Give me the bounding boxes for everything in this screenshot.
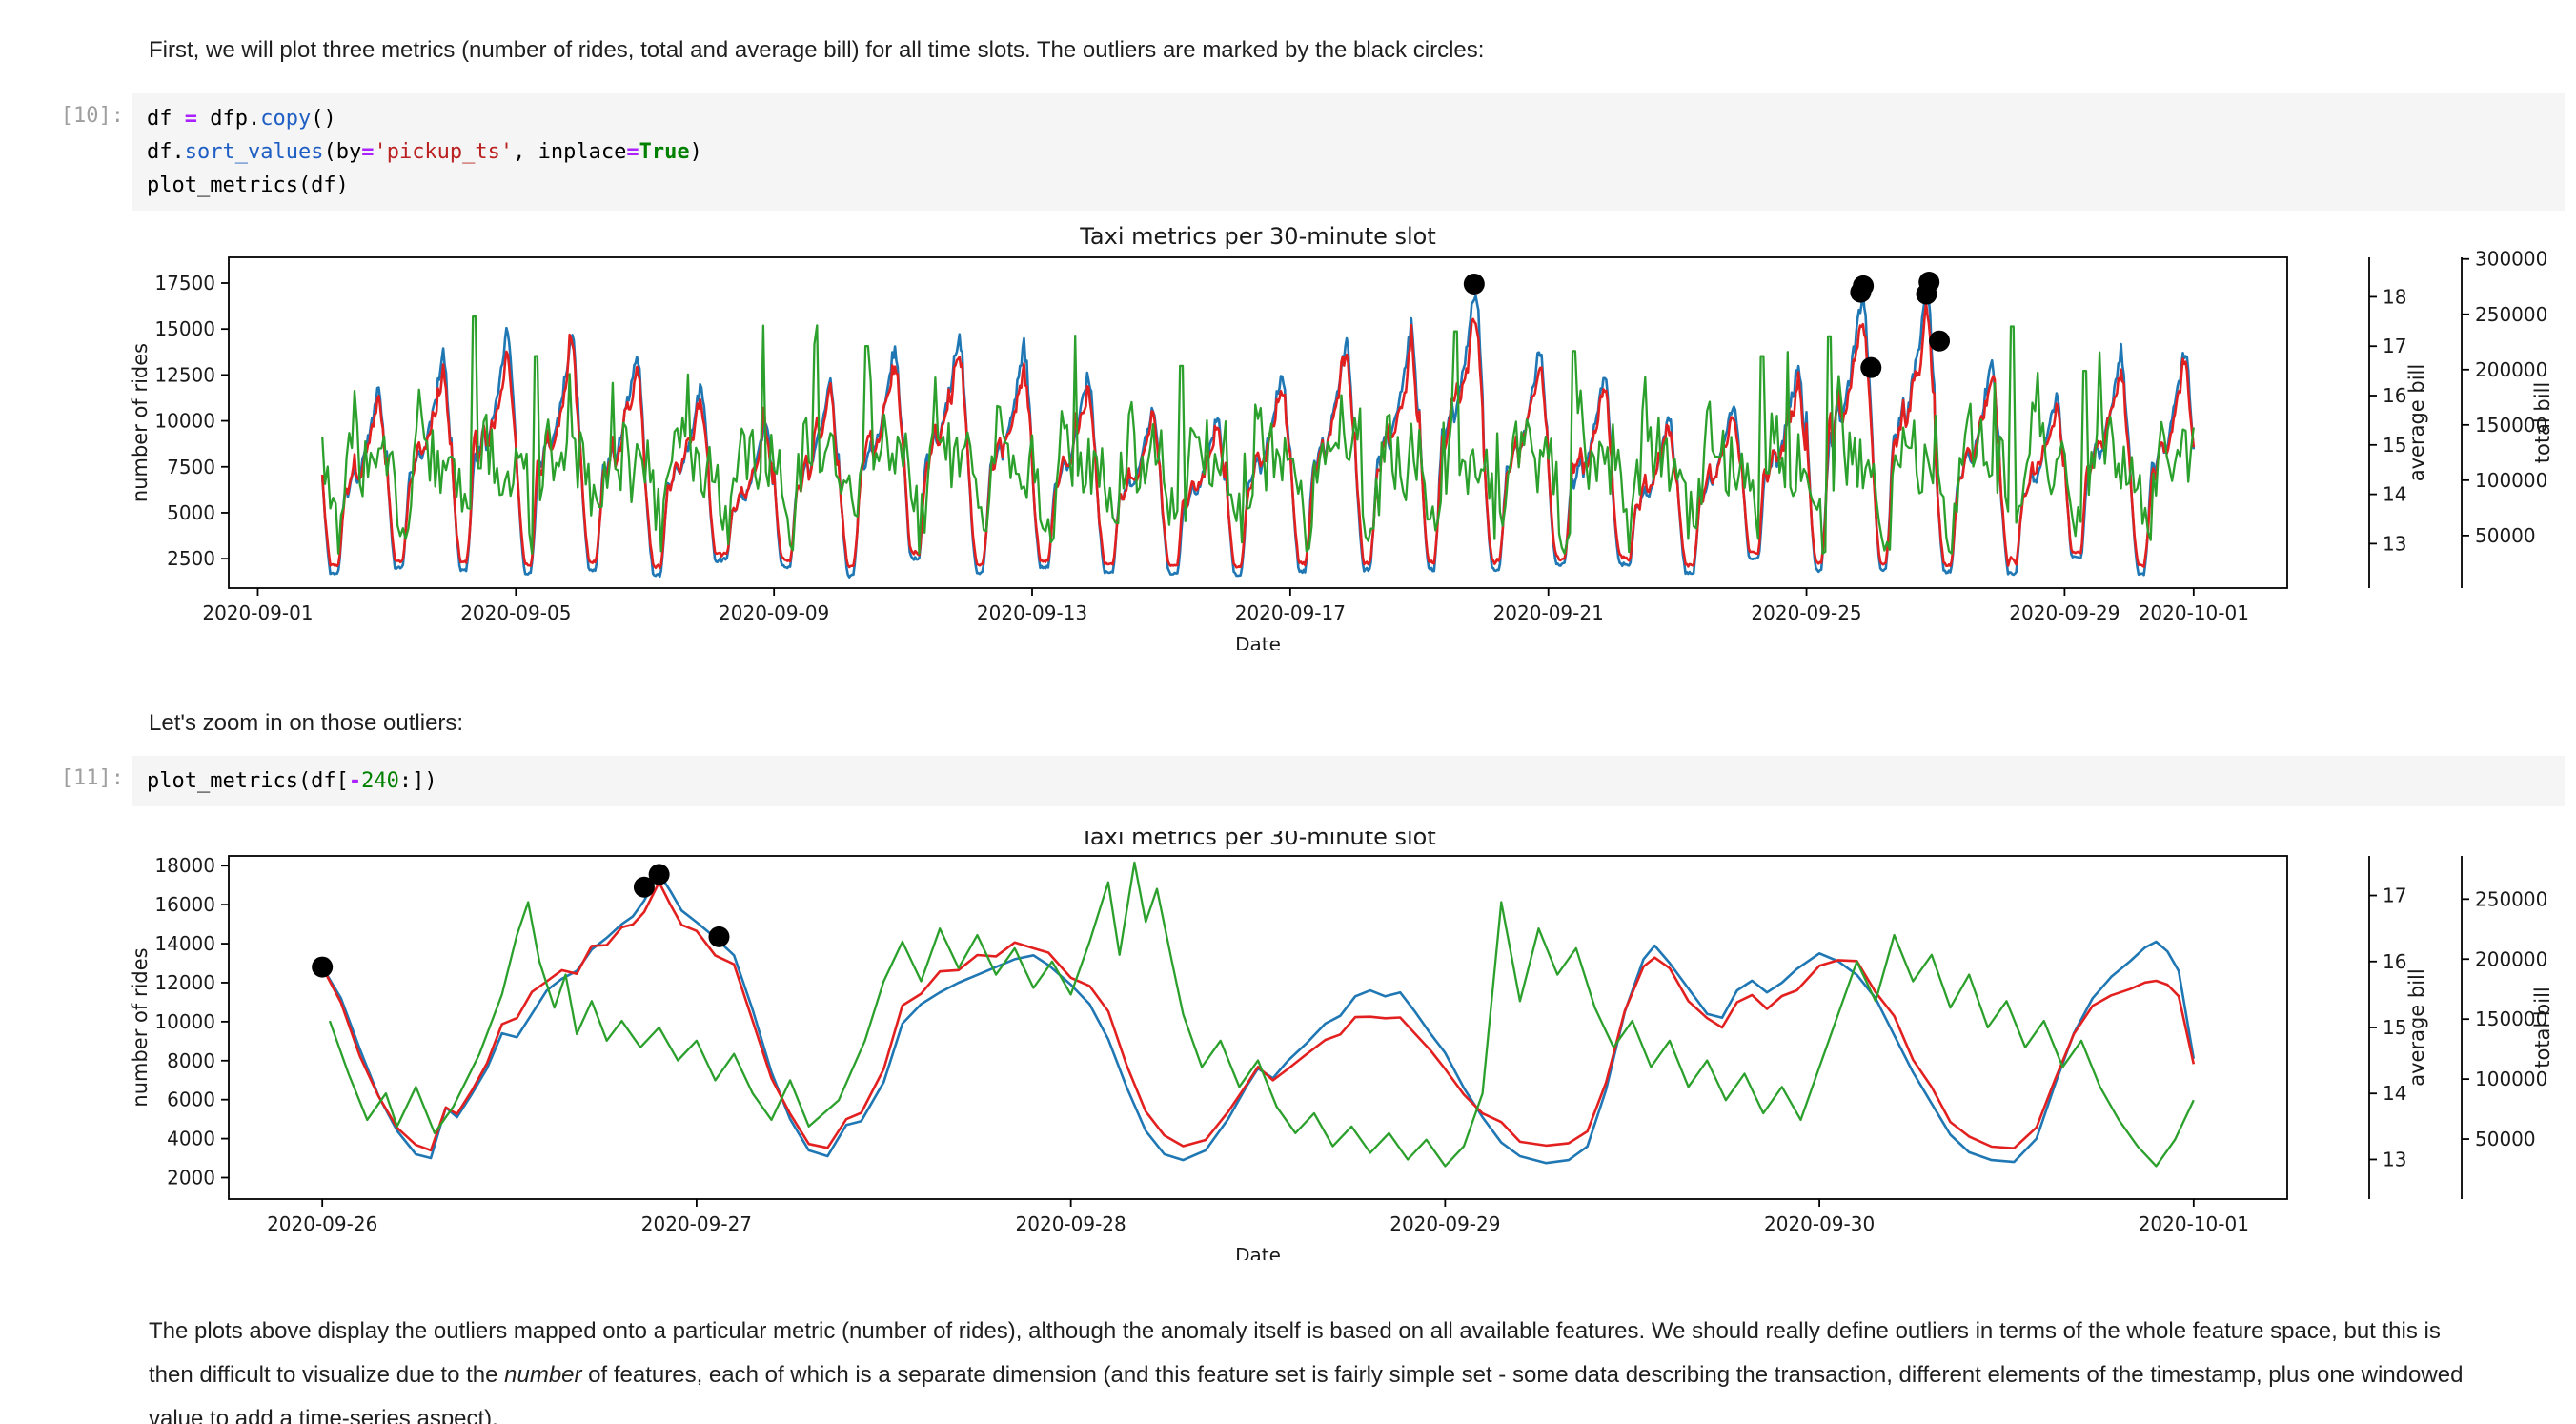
svg-text:2020-09-17: 2020-09-17 bbox=[1235, 601, 1346, 624]
svg-text:7500: 7500 bbox=[167, 456, 215, 478]
svg-text:Taxi metrics per 30-minute slo: Taxi metrics per 30-minute slot bbox=[1079, 223, 1436, 250]
svg-text:total bill: total bill bbox=[2531, 382, 2554, 464]
svg-text:2020-10-01: 2020-10-01 bbox=[2139, 1212, 2249, 1235]
svg-text:Date: Date bbox=[1235, 1244, 1281, 1260]
svg-text:200000: 200000 bbox=[2475, 947, 2547, 970]
svg-text:5000: 5000 bbox=[167, 501, 215, 524]
svg-text:total bill: total bill bbox=[2531, 987, 2554, 1068]
svg-text:16: 16 bbox=[2383, 384, 2406, 407]
svg-text:number of rides: number of rides bbox=[129, 343, 152, 502]
chart-taxi-metrics-zoom: Taxi metrics per 30-minute slot 2020-09-2… bbox=[129, 831, 2554, 1260]
svg-text:150000: 150000 bbox=[2475, 414, 2547, 437]
svg-text:13: 13 bbox=[2383, 1148, 2406, 1170]
svg-text:100000: 100000 bbox=[2475, 1068, 2547, 1090]
svg-text:16: 16 bbox=[2383, 950, 2406, 973]
svg-text:16000: 16000 bbox=[154, 893, 215, 916]
svg-text:2020-09-05: 2020-09-05 bbox=[460, 601, 571, 624]
code-cell-10[interactable]: df = dfp.copy() df.sort_values(by='pickup… bbox=[132, 93, 2565, 211]
discussion-text-after: of features, each of which is a separate… bbox=[149, 1362, 2464, 1424]
svg-text:2020-09-09: 2020-09-09 bbox=[719, 601, 829, 624]
svg-text:14: 14 bbox=[2383, 483, 2406, 506]
markdown-discussion: The plots above display the outliers map… bbox=[149, 1310, 2484, 1424]
svg-text:12500: 12500 bbox=[154, 363, 215, 386]
svg-text:6000: 6000 bbox=[167, 1088, 215, 1111]
svg-text:17500: 17500 bbox=[154, 272, 215, 295]
svg-text:250000: 250000 bbox=[2475, 303, 2547, 326]
svg-text:12000: 12000 bbox=[154, 971, 215, 994]
svg-text:2020-09-25: 2020-09-25 bbox=[1751, 601, 1861, 624]
svg-text:15: 15 bbox=[2383, 434, 2406, 457]
svg-text:2020-09-29: 2020-09-29 bbox=[2009, 601, 2120, 624]
svg-text:15000: 15000 bbox=[154, 317, 215, 340]
svg-text:50000: 50000 bbox=[2475, 524, 2536, 547]
svg-text:100000: 100000 bbox=[2475, 469, 2547, 492]
svg-text:10000: 10000 bbox=[154, 410, 215, 433]
svg-text:150000: 150000 bbox=[2475, 1007, 2547, 1030]
discussion-text-italic: number bbox=[504, 1362, 582, 1388]
code-editor-11[interactable]: plot_metrics(df[-240:]) bbox=[147, 769, 437, 793]
svg-text:300000: 300000 bbox=[2475, 248, 2547, 271]
svg-text:200000: 200000 bbox=[2475, 358, 2547, 381]
svg-text:17: 17 bbox=[2383, 335, 2406, 357]
svg-text:14000: 14000 bbox=[154, 932, 215, 955]
svg-text:14: 14 bbox=[2383, 1082, 2406, 1105]
svg-text:Taxi metrics per 30-minute slo: Taxi metrics per 30-minute slot bbox=[1079, 831, 1436, 850]
svg-text:2020-09-26: 2020-09-26 bbox=[267, 1212, 377, 1235]
svg-text:number of rides: number of rides bbox=[129, 947, 152, 1107]
input-prompt-10: [10]: bbox=[60, 104, 124, 128]
svg-text:17: 17 bbox=[2383, 885, 2406, 907]
chart-taxi-metrics-all: Taxi metrics per 30-minute slot 2020-09-0… bbox=[129, 223, 2554, 650]
svg-text:average bill: average bill bbox=[2405, 968, 2428, 1086]
svg-text:2020-09-27: 2020-09-27 bbox=[641, 1212, 752, 1235]
svg-text:4000: 4000 bbox=[167, 1128, 215, 1150]
svg-text:2020-09-21: 2020-09-21 bbox=[1493, 601, 1604, 624]
svg-text:8000: 8000 bbox=[167, 1049, 215, 1072]
svg-text:10000: 10000 bbox=[154, 1010, 215, 1033]
svg-text:2000: 2000 bbox=[167, 1167, 215, 1190]
discussion-text-before: The plots above display the outliers map… bbox=[149, 1318, 2441, 1388]
code-cell-11[interactable]: plot_metrics(df[-240:]) bbox=[132, 756, 2565, 806]
svg-text:2020-09-30: 2020-09-30 bbox=[1764, 1212, 1875, 1235]
svg-text:average bill: average bill bbox=[2405, 364, 2428, 481]
input-prompt-11: [11]: bbox=[60, 766, 124, 790]
svg-text:2020-09-01: 2020-09-01 bbox=[202, 601, 313, 624]
svg-text:18: 18 bbox=[2383, 285, 2406, 308]
markdown-zoom-note: Let's zoom in on those outliers: bbox=[149, 710, 464, 736]
svg-text:13: 13 bbox=[2383, 532, 2406, 555]
svg-text:250000: 250000 bbox=[2475, 887, 2547, 910]
markdown-intro: First, we will plot three metrics (numbe… bbox=[149, 37, 1485, 63]
code-editor-10[interactable]: df = dfp.copy() df.sort_values(by='pickup… bbox=[147, 107, 702, 197]
svg-text:2020-10-01: 2020-10-01 bbox=[2139, 601, 2249, 624]
svg-text:Date: Date bbox=[1235, 633, 1281, 650]
svg-text:2020-09-29: 2020-09-29 bbox=[1389, 1212, 1500, 1235]
svg-text:15: 15 bbox=[2383, 1016, 2406, 1039]
svg-text:50000: 50000 bbox=[2475, 1128, 2536, 1150]
svg-text:18000: 18000 bbox=[154, 854, 215, 877]
svg-text:2500: 2500 bbox=[167, 547, 215, 570]
svg-text:2020-09-13: 2020-09-13 bbox=[977, 601, 1087, 624]
svg-text:2020-09-28: 2020-09-28 bbox=[1016, 1212, 1126, 1235]
